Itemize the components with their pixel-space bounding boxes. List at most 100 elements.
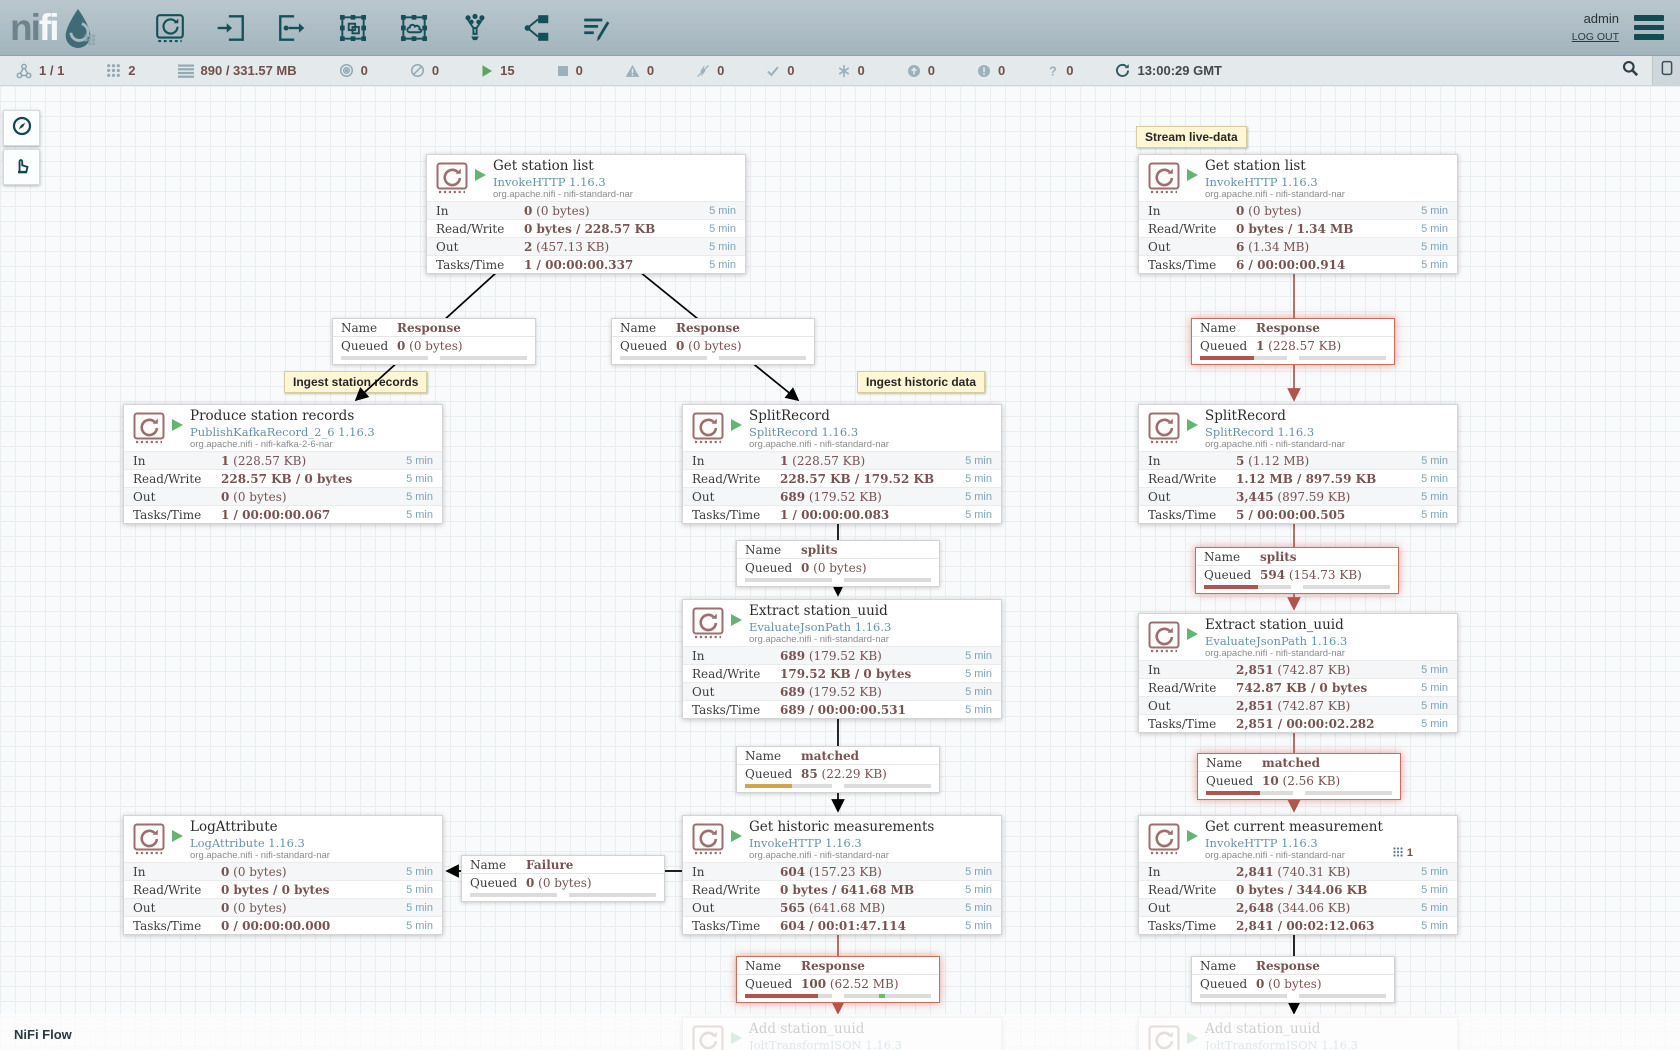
connection-name-value: splits [801, 543, 838, 557]
stat-value: 0 (0 bytes) [221, 900, 287, 915]
stat-window: 5 min [965, 685, 992, 698]
connection-matched-right[interactable]: Name matched Queued 10 (2.56 KB) [1197, 753, 1401, 800]
connection-response-mid[interactable]: Name Response Queued 0 (0 bytes) [611, 318, 815, 365]
processor-type: InvokeHTTP 1.16.3 [1205, 174, 1318, 189]
connection-name-row: Name splits [737, 541, 939, 558]
processor-get-station-list-right[interactable]: Get station list InvokeHTTP 1.16.3 org.apa… [1138, 154, 1458, 274]
processor-extract-station-uuid-mid[interactable]: Extract station_uuid EvaluateJsonPath 1.1… [682, 599, 1002, 719]
status-value: 0 [1066, 63, 1074, 78]
connection-splits-mid[interactable]: Name splits Queued 0 (0 bytes) [736, 540, 940, 587]
logout-link[interactable]: LOG OUT [1571, 31, 1619, 44]
stat-value: 0 (0 bytes) [1236, 203, 1302, 218]
connection-queued-row: Queued 0 (0 bytes) [462, 873, 664, 891]
connection-response-right[interactable]: Name Response Queued 1 (228.57 KB) [1191, 318, 1395, 365]
hand-palette-button[interactable] [3, 149, 40, 185]
backpressure-bar [569, 893, 656, 897]
processor-stat-row: Read/Write 0 bytes / 1.34 MB 5 min [1139, 219, 1457, 237]
stat-window: 5 min [1421, 472, 1448, 485]
stat-window: 5 min [1421, 663, 1448, 676]
connection-splits-right[interactable]: Name splits Queued 594 (154.73 KB) [1195, 547, 1399, 594]
stat-value: 5 / 00:00:00.505 [1236, 507, 1346, 522]
stat-value: 689 (179.52 KB) [780, 648, 882, 663]
processor-icon[interactable] [151, 8, 189, 48]
flow-canvas[interactable]: Stream live-data Ingest station records In… [0, 86, 1680, 1050]
stat-window: 5 min [406, 454, 433, 467]
template-icon[interactable] [517, 8, 555, 48]
connection-name-value: Response [1256, 321, 1320, 335]
processor-stat-row: In 2,851 (742.87 KB) 5 min [1139, 660, 1457, 678]
connection-queued-label: Queued [1200, 977, 1248, 991]
backpressure-bar [844, 578, 931, 582]
panel-icon [1659, 60, 1675, 81]
connection-queued-label: Queued [620, 339, 668, 353]
backpressure-bars [612, 354, 814, 364]
stat-value: 6 / 00:00:00.914 [1236, 257, 1346, 272]
processor-name: SplitRecord [749, 408, 830, 424]
stat-label: Out [1148, 900, 1171, 915]
status-bar: 1 / 1 2 890 / 331.57 MB 0 0 15 0 0 0 0 0 0 0? 0 13:00:… [0, 56, 1680, 86]
connection-response-left[interactable]: Name Response Queued 0 (0 bytes) [332, 318, 536, 365]
status-bar-right [1609, 56, 1680, 85]
connection-name-label: Name [470, 858, 507, 872]
component-toolbar [151, 8, 616, 48]
search-button[interactable] [1609, 60, 1652, 82]
funnel-icon[interactable] [456, 8, 494, 48]
label-icon[interactable] [578, 8, 616, 48]
navigate-palette-button[interactable] [3, 110, 40, 146]
status-value: 0 [787, 63, 795, 78]
stat-label: Out [692, 489, 715, 504]
global-menu-button[interactable] [1634, 15, 1664, 40]
stat-window: 5 min [406, 919, 433, 932]
breadcrumb-bar: NiFi Flow [0, 1014, 1680, 1050]
processor-splitrecord-right[interactable]: SplitRecord SplitRecord 1.16.3 org.apache.… [1138, 404, 1458, 524]
connection-response-right-bottom[interactable]: Name Response Queued 0 (0 bytes) [1191, 956, 1395, 1003]
output-port-icon[interactable] [273, 8, 311, 48]
processor-type: InvokeHTTP 1.16.3 [493, 174, 606, 189]
connection-matched-mid[interactable]: Name matched Queued 85 (22.29 KB) [736, 746, 940, 793]
processor-bundle: org.apache.nifi - nifi-standard-nar [190, 850, 330, 862]
processor-get-station-list-left[interactable]: Get station list InvokeHTTP 1.16.3 org.apa… [426, 154, 746, 274]
status-value: 0 [575, 63, 583, 78]
processor-stat-row: Out 0 (0 bytes) 5 min [124, 898, 442, 916]
processor-stat-row: Tasks/Time 1 / 00:00:00.083 5 min [683, 505, 1001, 523]
up-to-date-icon [766, 64, 780, 78]
processor-splitrecord-mid[interactable]: SplitRecord SplitRecord 1.16.3 org.apache.… [682, 404, 1002, 524]
connection-name-row: Name splits [1196, 548, 1398, 565]
connection-queued-label: Queued [745, 767, 793, 781]
status-threads: 2 [106, 63, 136, 78]
processor-stat-row: Tasks/Time 1 / 00:00:00.067 5 min [124, 505, 442, 523]
stat-label: In [1148, 203, 1161, 218]
stat-window: 5 min [965, 508, 992, 521]
panel-toggle-button[interactable] [1652, 56, 1680, 85]
input-port-icon[interactable] [212, 8, 250, 48]
backpressure-bar [1206, 791, 1293, 795]
processor-extract-station-uuid-right[interactable]: Extract station_uuid EvaluateJsonPath 1.1… [1138, 613, 1458, 733]
process-group-icon[interactable] [334, 8, 372, 48]
stat-label: In [436, 203, 449, 218]
breadcrumb[interactable]: NiFi Flow [14, 1027, 72, 1042]
processor-type: SplitRecord 1.16.3 [1205, 424, 1315, 439]
canvas-label-ingest-station-records[interactable]: Ingest station records [284, 371, 428, 393]
connection-name-label: Name [745, 543, 782, 557]
connection-queued-row: Queued 0 (0 bytes) [612, 336, 814, 354]
processor-stat-row: Tasks/Time 6 / 00:00:00.914 5 min [1139, 255, 1457, 273]
connection-response-mid-bottom[interactable]: Name Response Queued 100 (62.52 MB) [736, 956, 940, 1003]
processor-produce-station-records[interactable]: Produce station records PublishKafkaRecor… [123, 404, 443, 524]
processor-get-current-measurement[interactable]: Get current measurement InvokeHTTP 1.16.3… [1138, 815, 1458, 935]
connection-failure-left[interactable]: Name Failure Queued 0 (0 bytes) [461, 855, 665, 902]
stat-window: 5 min [965, 490, 992, 503]
running-status-icon [1187, 419, 1198, 431]
processor-stat-row: Tasks/Time 689 / 00:00:00.531 5 min [683, 700, 1001, 718]
processor-logattribute[interactable]: LogAttribute LogAttribute 1.16.3 org.apach… [123, 815, 443, 935]
canvas-label-stream-live-data[interactable]: Stream live-data [1136, 126, 1247, 148]
stat-value: 1 / 00:00:00.083 [780, 507, 890, 522]
processor-get-historic-measurements[interactable]: Get historic measurements InvokeHTTP 1.16… [682, 815, 1002, 935]
canvas-label-ingest-historic-data[interactable]: Ingest historic data [857, 371, 986, 393]
processor-stamp-icon [1147, 161, 1181, 195]
remote-process-group-icon[interactable] [395, 8, 433, 48]
stat-value: 2,851 / 00:00:02.282 [1236, 716, 1375, 731]
nifi-drop-icon [59, 6, 97, 50]
stat-value: 689 (179.52 KB) [780, 684, 882, 699]
stat-window: 5 min [1421, 258, 1448, 271]
stat-value: 0 (0 bytes) [221, 489, 287, 504]
